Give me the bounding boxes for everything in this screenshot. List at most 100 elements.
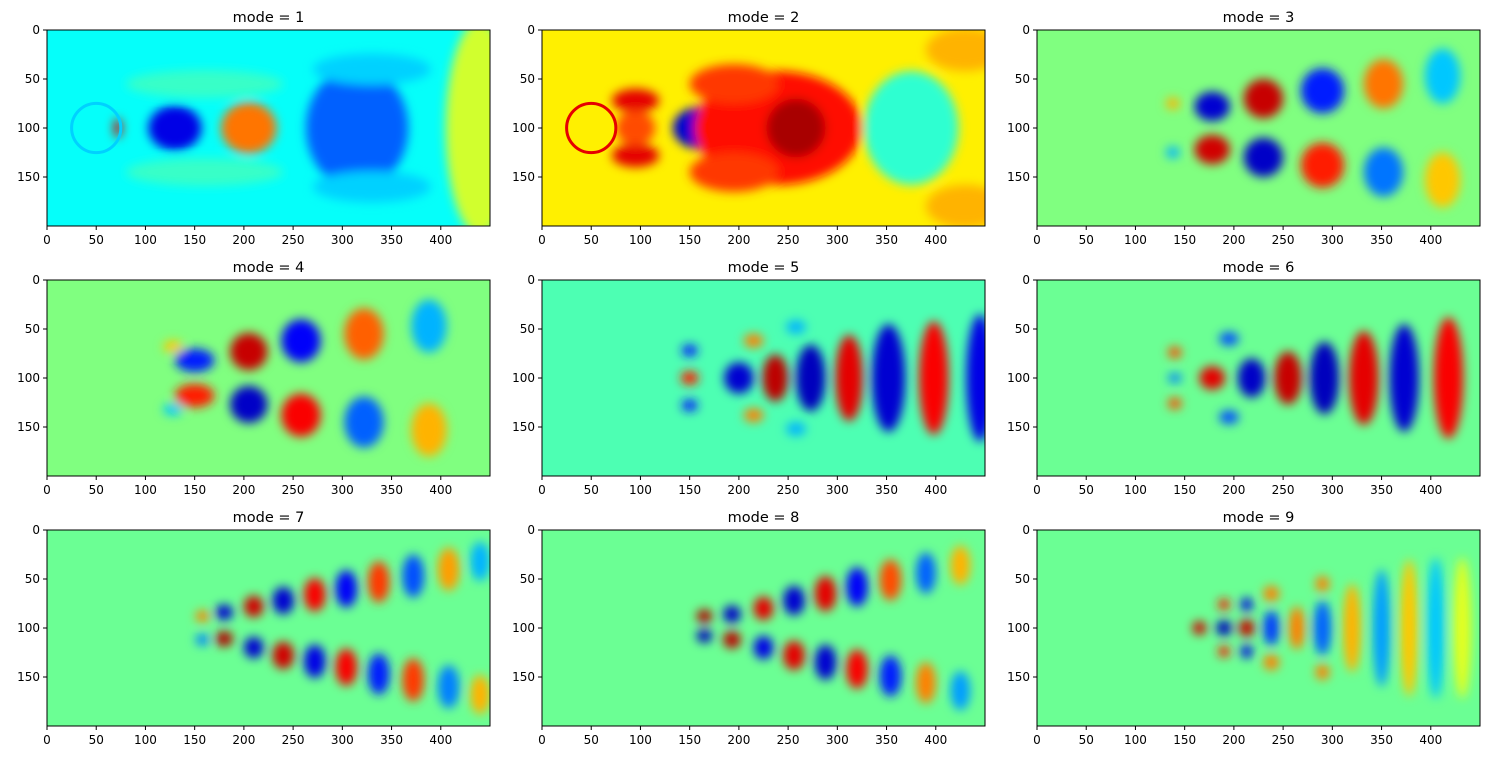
heatmap-feature: [1165, 97, 1180, 110]
panel-title: mode = 6: [1223, 260, 1295, 276]
heatmap-feature: [786, 320, 806, 334]
x-tick-label: 0: [538, 483, 546, 497]
panel-title: mode = 4: [233, 260, 305, 276]
y-tick-label: 0: [527, 523, 535, 537]
x-tick-label: 200: [232, 233, 255, 247]
heatmap-feature: [344, 308, 384, 360]
heatmap-background: [542, 530, 985, 726]
x-tick-label: 400: [924, 733, 947, 747]
x-tick-label: 350: [1370, 233, 1393, 247]
x-tick-label: 350: [380, 733, 403, 747]
heatmap-feature: [1165, 146, 1180, 159]
heatmap-feature: [1263, 654, 1280, 671]
heatmap-feature: [919, 321, 949, 435]
x-tick-label: 0: [43, 483, 51, 497]
heatmap-feature: [367, 653, 390, 695]
x-tick-label: 0: [43, 233, 51, 247]
heatmap-feature: [312, 53, 431, 85]
panel-title: mode = 2: [728, 10, 800, 26]
x-tick-label: 250: [1272, 733, 1295, 747]
heatmap-feature: [681, 399, 698, 412]
y-tick-label: 150: [512, 670, 535, 684]
heatmap-feature: [1167, 346, 1182, 359]
x-tick-label: 200: [727, 483, 750, 497]
heatmap-feature: [916, 662, 936, 704]
heatmap-feature: [281, 393, 321, 437]
heatmap-background: [1037, 30, 1480, 226]
heatmap-feature: [445, 30, 490, 226]
x-tick-label: 150: [183, 233, 206, 247]
heatmap-feature: [1433, 317, 1464, 439]
heatmap-feature: [272, 586, 295, 615]
x-tick-label: 50: [89, 733, 104, 747]
x-tick-label: 250: [1272, 233, 1295, 247]
y-tick-label: 150: [512, 170, 535, 184]
heatmap-feature: [1218, 598, 1230, 611]
heatmap-feature: [762, 354, 789, 402]
x-tick-label: 200: [1222, 233, 1245, 247]
x-tick-label: 100: [1124, 483, 1147, 497]
heatmap-feature: [743, 408, 764, 423]
heatmap-feature: [1218, 645, 1230, 658]
heatmap-feature: [916, 552, 936, 594]
x-tick-label: 50: [1079, 733, 1094, 747]
panel-title: mode = 1: [233, 10, 305, 26]
heatmap-feature: [1238, 619, 1255, 637]
heatmap-panel-4: 0 50 100 150 200 250 300 350 400 0 50 100 150 mode = …: [17, 260, 491, 497]
heatmap-feature: [1372, 569, 1391, 687]
heatmap-feature: [335, 570, 358, 608]
heatmap-feature: [195, 633, 210, 646]
heatmap-panel-5: 0 50 100 150 200 250 300 350 400 0 50 100 150 mode = …: [512, 260, 986, 497]
x-tick-label: 350: [1370, 483, 1393, 497]
cylinder-outline: [70, 101, 123, 155]
heatmap-feature: [1263, 610, 1280, 646]
panel-title: mode = 5: [728, 260, 800, 276]
y-tick-label: 50: [520, 572, 535, 586]
x-tick-label: 300: [826, 233, 849, 247]
heatmap-feature: [303, 578, 326, 612]
heatmap-feature: [753, 635, 774, 660]
heatmap-feature: [281, 319, 321, 363]
x-tick-label: 400: [1419, 233, 1442, 247]
heatmap-background: [47, 530, 490, 726]
heatmap-panel-1: 0 50 100 150 200 250 300 350 400 0 50 100 150 mode = …: [17, 10, 491, 247]
heatmap-feature: [783, 585, 805, 616]
x-tick-label: 200: [1222, 733, 1245, 747]
x-tick-label: 150: [1173, 733, 1196, 747]
y-tick-label: 100: [17, 371, 40, 385]
x-tick-label: 50: [584, 733, 599, 747]
x-tick-label: 300: [331, 483, 354, 497]
heatmap-feature: [615, 110, 656, 146]
y-tick-label: 100: [512, 371, 535, 385]
heatmap-feature: [689, 64, 779, 104]
heatmap-feature: [470, 541, 490, 581]
y-tick-label: 150: [512, 420, 535, 434]
x-tick-label: 50: [584, 233, 599, 247]
x-tick-label: 350: [380, 233, 403, 247]
heatmap-feature: [243, 636, 264, 659]
heatmap-feature: [766, 98, 826, 158]
heatmap-feature: [846, 567, 868, 607]
y-tick-label: 150: [17, 420, 40, 434]
heatmap-feature: [272, 641, 295, 670]
y-tick-label: 100: [17, 621, 40, 635]
heatmap-feature: [724, 362, 754, 394]
x-tick-label: 50: [89, 483, 104, 497]
y-tick-label: 0: [32, 23, 40, 37]
heatmap-feature: [925, 30, 985, 72]
y-tick-label: 150: [1007, 170, 1030, 184]
y-tick-label: 100: [1007, 121, 1030, 135]
y-tick-label: 150: [17, 670, 40, 684]
x-tick-label: 200: [727, 233, 750, 247]
heatmap-feature: [1199, 366, 1226, 390]
heatmap-feature: [783, 640, 805, 671]
heatmap-feature: [611, 88, 660, 113]
heatmap-feature: [1194, 134, 1230, 165]
x-tick-label: 300: [331, 233, 354, 247]
heatmap-feature: [1263, 585, 1280, 602]
x-tick-label: 100: [134, 233, 157, 247]
heatmap-feature: [125, 70, 284, 98]
heatmap-feature: [786, 422, 806, 436]
x-tick-label: 0: [1033, 733, 1041, 747]
x-tick-label: 200: [727, 733, 750, 747]
